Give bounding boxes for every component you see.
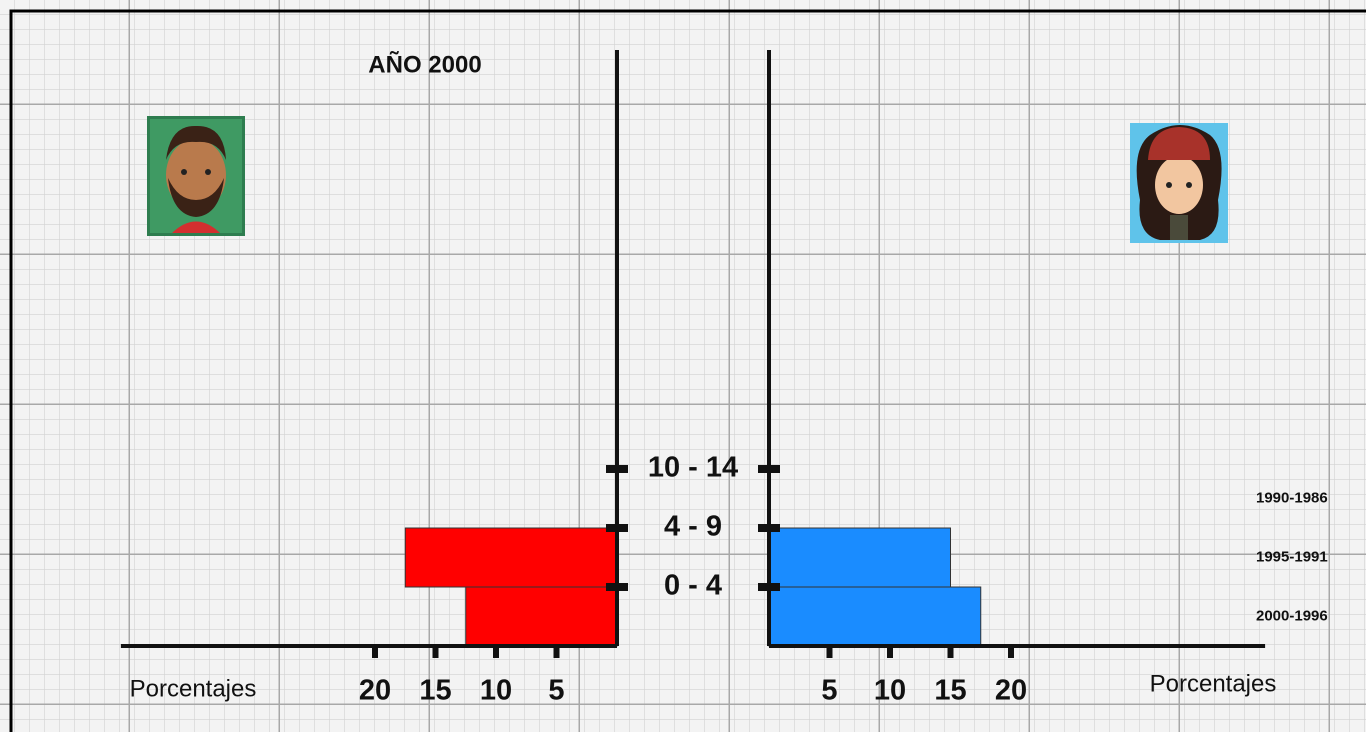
x-tick-label: 20 [359, 675, 391, 707]
x-tick-label: 15 [419, 675, 451, 707]
category-label: 10 - 14 [648, 452, 738, 484]
male-avatar [147, 116, 245, 236]
chart-title: AÑO 2000 [368, 50, 481, 78]
x-axis-label: Porcentajes [130, 675, 257, 702]
x-axis-label: Porcentajes [1150, 670, 1277, 697]
birth-years-label: 2000-1996 [1256, 607, 1328, 624]
y-tick [606, 465, 628, 473]
frame [9, 9, 1366, 732]
birth-years-label: 1995-1991 [1256, 548, 1328, 565]
y-tick [606, 583, 628, 591]
bar [768, 527, 951, 588]
y-tick [758, 524, 780, 532]
category-label: 4 - 9 [664, 511, 722, 543]
x-tick-label: 10 [874, 675, 906, 707]
category-label: 0 - 4 [664, 570, 722, 602]
x-tick-label: 5 [548, 675, 564, 707]
x-tick-label: 20 [995, 675, 1027, 707]
y-tick [758, 583, 780, 591]
bar [768, 586, 982, 647]
bar [465, 586, 618, 647]
bar [404, 527, 618, 588]
y-tick [758, 465, 780, 473]
x-tick-label: 5 [821, 675, 837, 707]
x-tick-label: 15 [934, 675, 966, 707]
female-avatar [1130, 123, 1228, 243]
birth-years-label: 1990-1986 [1256, 489, 1328, 506]
x-tick-label: 10 [480, 675, 512, 707]
y-tick [606, 524, 628, 532]
